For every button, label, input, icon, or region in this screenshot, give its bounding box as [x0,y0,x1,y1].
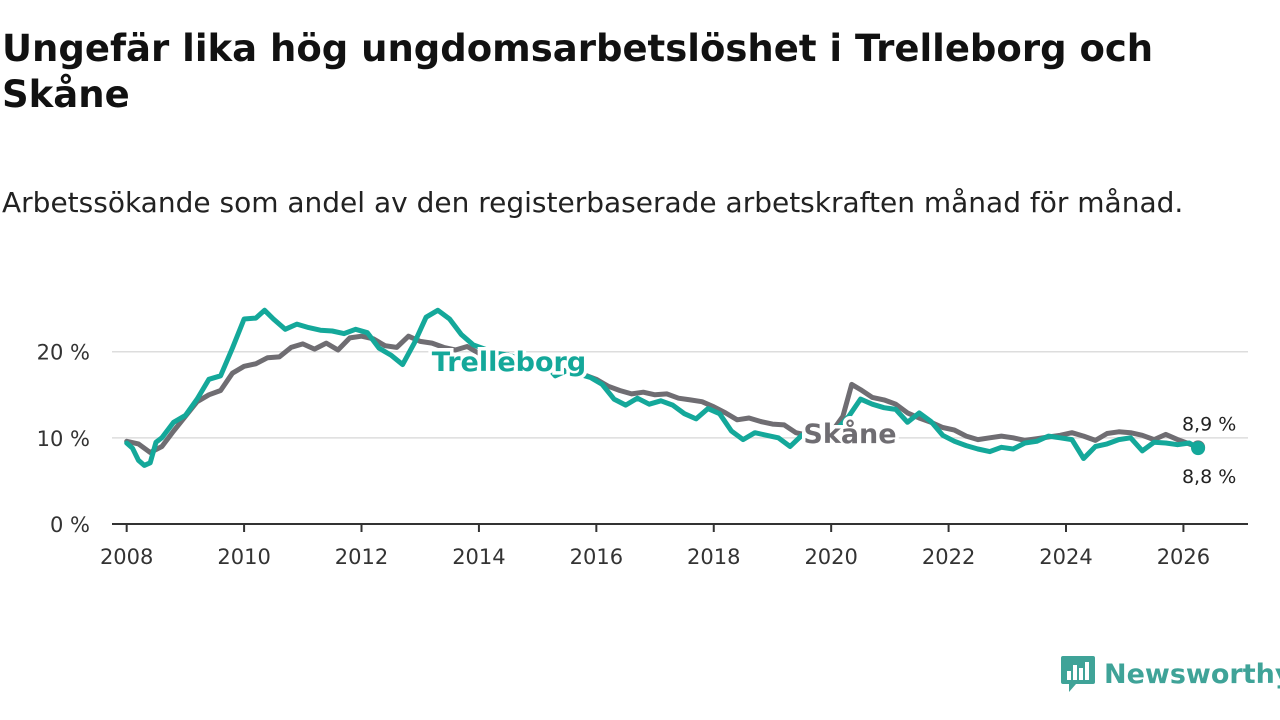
end-value-label-trelleborg: 8,8 % [1182,466,1236,488]
series-line-skne [124,333,1201,455]
x-axis: 2008 2010 2012 2014 2016 2018 2020 2022 2024 2026 [100,523,1248,569]
x-tick-label: 2012 [335,545,388,569]
newsworthy-logo: Newsworthy [1060,652,1280,696]
x-tick-label: 2010 [217,545,270,569]
x-tick-label: 2026 [1157,545,1210,569]
series-end-point [1191,441,1206,456]
chart-subtitle: Arbetssökande som andel av den registerb… [2,186,1184,219]
series-lines [124,307,1206,468]
series-label-trelleborg: Trelleborg [432,347,586,378]
x-tick-label: 2014 [452,545,505,569]
x-tick-label: 2018 [687,545,740,569]
end-value-label-skane: 8,9 % [1182,413,1236,435]
chart-title: Ungefär lika hög ungdomsarbetslöshet i T… [2,27,1154,116]
y-tick-label: 20 % [37,341,90,365]
x-tick-label: 2008 [100,545,153,569]
y-tick-label: 10 % [37,427,90,451]
x-tick-label: 2022 [922,545,975,569]
x-tick-label: 2016 [570,545,623,569]
series-label-skane: Skåne [803,418,896,450]
newsworthy-chart-bubble-icon [1061,656,1095,692]
x-tick-label: 2020 [804,545,857,569]
x-tick-label: 2024 [1039,545,1092,569]
y-tick-label: 0 % [50,513,90,537]
series-line-trelleborg [124,307,1201,468]
series-labels: Skåne Trelleborg 8,9 % 8,8 % [428,344,1236,489]
brand-name: Newsworthy [1104,658,1280,690]
